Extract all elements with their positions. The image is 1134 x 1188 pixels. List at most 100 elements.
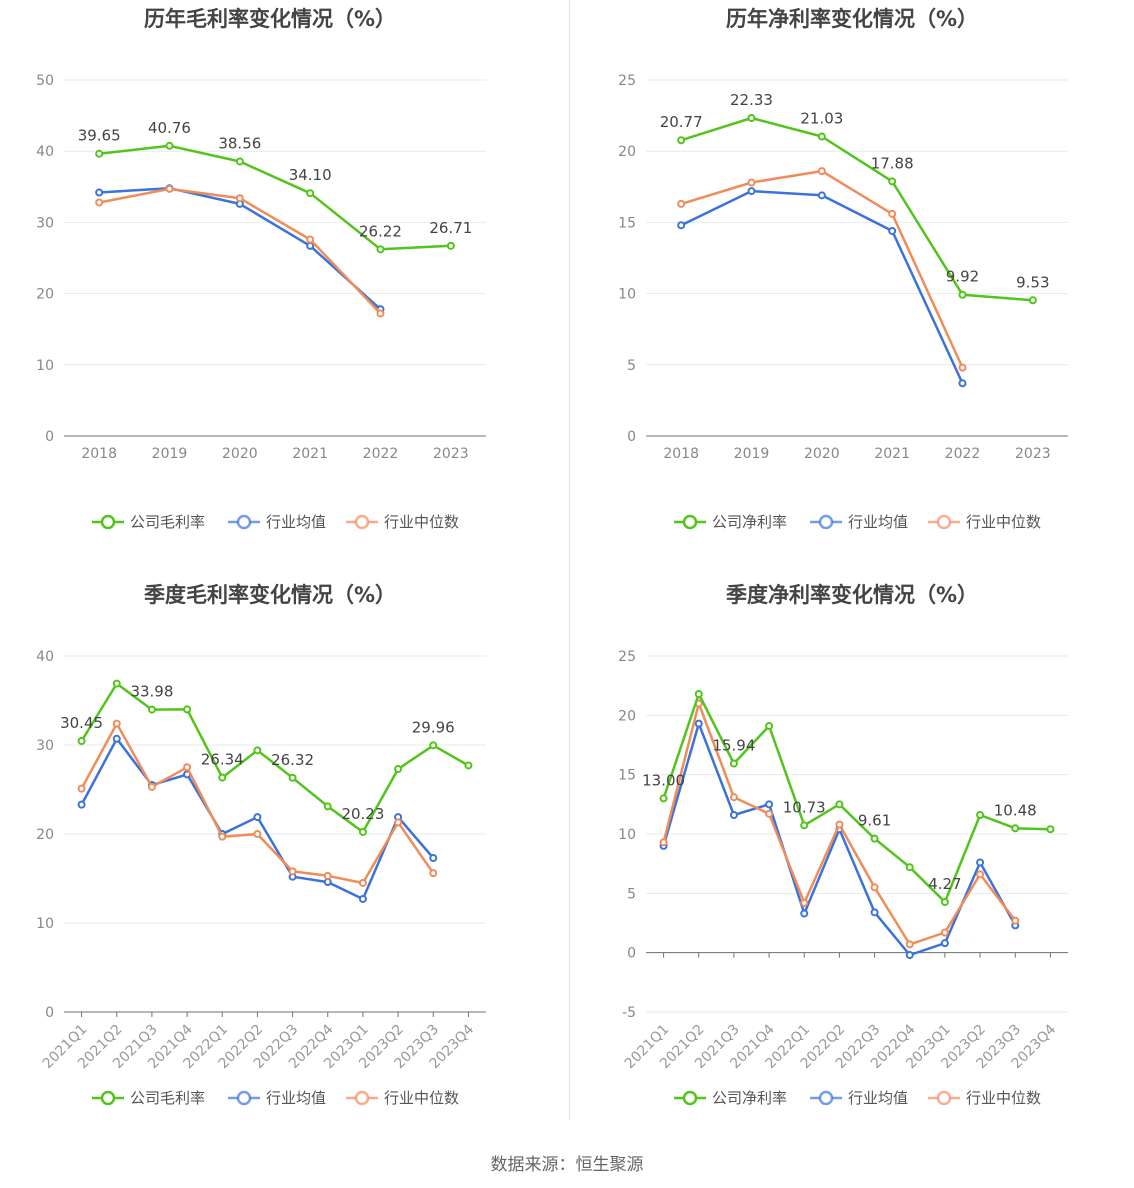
legend-item-company[interactable]: 公司毛利率 [92,1089,205,1107]
legend-item-avg[interactable]: 行业均值 [228,513,326,531]
data-point-median[interactable] [976,870,985,879]
data-point-median[interactable] [218,832,227,841]
data-point-median[interactable] [940,928,949,937]
data-point-median[interactable] [112,719,121,728]
data-point-avg[interactable] [729,811,738,820]
data-point-company[interactable] [1046,825,1055,834]
data-point-company[interactable] [235,157,244,166]
data-point-median[interactable] [323,871,332,880]
data-point-company[interactable] [976,811,985,820]
data-point-company[interactable] [147,705,156,714]
data-point-avg[interactable] [694,719,703,728]
data-point-company[interactable] [940,897,949,906]
data-point-company[interactable] [817,132,826,141]
data-point-median[interactable] [77,784,86,793]
data-point-company[interactable] [323,802,332,811]
data-point-avg[interactable] [817,191,826,200]
data-point-company[interactable] [446,241,455,250]
data-point-avg[interactable] [323,878,332,887]
data-point-company[interactable] [358,827,367,836]
data-point-median[interactable] [729,793,738,802]
legend-item-company[interactable]: 公司净利率 [674,513,787,531]
data-point-median[interactable] [429,869,438,878]
data-point-company[interactable] [835,800,844,809]
data-point-avg[interactable] [112,734,121,743]
legend-item-avg[interactable]: 行业均值 [810,1089,908,1107]
data-point-company[interactable] [694,689,703,698]
data-point-median[interactable] [958,363,967,372]
data-point-avg[interactable] [870,908,879,917]
data-point-company[interactable] [747,114,756,123]
data-point-company[interactable] [659,794,668,803]
data-point-company[interactable] [1011,824,1020,833]
data-point-median[interactable] [800,898,809,907]
data-point-company[interactable] [888,177,897,186]
data-point-median[interactable] [1011,916,1020,925]
data-point-company[interactable] [677,136,686,145]
legend-item-company[interactable]: 公司毛利率 [92,513,205,531]
data-point-company[interactable] [253,746,262,755]
legend-item-company[interactable]: 公司净利率 [674,1089,787,1107]
data-point-avg[interactable] [765,800,774,809]
data-point-median[interactable] [888,209,897,218]
data-point-median[interactable] [677,199,686,208]
data-point-median[interactable] [870,883,879,892]
data-point-company[interactable] [765,722,774,731]
legend-item-avg[interactable]: 行业均值 [228,1089,326,1107]
data-point-company[interactable] [165,141,174,150]
data-point-avg[interactable] [677,221,686,230]
data-point-median[interactable] [306,235,315,244]
data-point-median[interactable] [394,818,403,827]
data-point-avg[interactable] [958,379,967,388]
data-point-median[interactable] [905,940,914,949]
data-point-company[interactable] [958,290,967,299]
data-point-avg[interactable] [905,951,914,960]
data-point-avg[interactable] [253,813,262,822]
data-point-company[interactable] [729,759,738,768]
data-point-median[interactable] [376,309,385,318]
data-point-median[interactable] [765,809,774,818]
data-point-company[interactable] [183,705,192,714]
data-point-avg[interactable] [306,241,315,250]
data-point-company[interactable] [800,821,809,830]
data-point-company[interactable] [1028,296,1037,305]
data-point-company[interactable] [464,761,473,770]
data-point-company[interactable] [870,834,879,843]
data-point-avg[interactable] [940,939,949,948]
data-point-company[interactable] [429,741,438,750]
data-point-median[interactable] [835,820,844,829]
data-point-company[interactable] [376,245,385,254]
legend-item-median[interactable]: 行业中位数 [346,1089,459,1107]
data-point-company[interactable] [288,773,297,782]
legend-item-median[interactable]: 行业中位数 [928,513,1041,531]
data-point-company[interactable] [77,736,86,745]
data-point-median[interactable] [95,198,104,207]
data-point-avg[interactable] [800,909,809,918]
data-point-avg[interactable] [429,854,438,863]
data-point-median[interactable] [147,782,156,791]
data-point-company[interactable] [905,863,914,872]
data-point-company[interactable] [394,765,403,774]
data-point-avg[interactable] [747,187,756,196]
data-point-company[interactable] [95,149,104,158]
data-point-median[interactable] [165,184,174,193]
data-point-avg[interactable] [77,800,86,809]
data-point-avg[interactable] [95,188,104,197]
data-point-median[interactable] [358,878,367,887]
legend-item-avg[interactable]: 行业均值 [810,513,908,531]
data-point-median[interactable] [817,167,826,176]
data-point-median[interactable] [183,763,192,772]
data-point-median[interactable] [659,838,668,847]
data-point-company[interactable] [112,679,121,688]
data-point-company[interactable] [218,773,227,782]
data-point-median[interactable] [747,178,756,187]
legend-item-median[interactable]: 行业中位数 [928,1089,1041,1107]
data-point-avg[interactable] [976,858,985,867]
data-point-median[interactable] [288,867,297,876]
data-point-median[interactable] [235,194,244,203]
data-point-avg[interactable] [888,226,897,235]
legend-item-median[interactable]: 行业中位数 [346,513,459,531]
data-point-company[interactable] [306,189,315,198]
data-point-avg[interactable] [358,894,367,903]
data-point-median[interactable] [253,830,262,838]
